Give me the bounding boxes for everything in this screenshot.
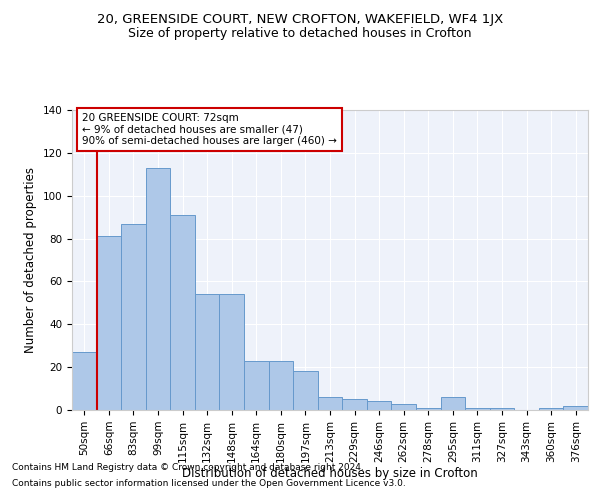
Text: Contains public sector information licensed under the Open Government Licence v3: Contains public sector information licen… <box>12 478 406 488</box>
Bar <box>195 294 220 410</box>
Bar <box>293 372 318 410</box>
Bar <box>465 408 490 410</box>
Text: Size of property relative to detached houses in Crofton: Size of property relative to detached ho… <box>128 28 472 40</box>
Bar <box>391 404 416 410</box>
Bar <box>170 215 195 410</box>
Bar <box>416 408 440 410</box>
Bar <box>440 397 465 410</box>
Bar <box>269 360 293 410</box>
Bar <box>121 224 146 410</box>
Bar <box>367 402 391 410</box>
Bar <box>220 294 244 410</box>
Bar <box>72 352 97 410</box>
Text: Contains HM Land Registry data © Crown copyright and database right 2024.: Contains HM Land Registry data © Crown c… <box>12 464 364 472</box>
Bar <box>146 168 170 410</box>
Bar <box>318 397 342 410</box>
Bar <box>97 236 121 410</box>
X-axis label: Distribution of detached houses by size in Crofton: Distribution of detached houses by size … <box>182 468 478 480</box>
Bar <box>244 360 269 410</box>
Text: 20 GREENSIDE COURT: 72sqm
← 9% of detached houses are smaller (47)
90% of semi-d: 20 GREENSIDE COURT: 72sqm ← 9% of detach… <box>82 113 337 146</box>
Bar <box>342 400 367 410</box>
Y-axis label: Number of detached properties: Number of detached properties <box>24 167 37 353</box>
Text: 20, GREENSIDE COURT, NEW CROFTON, WAKEFIELD, WF4 1JX: 20, GREENSIDE COURT, NEW CROFTON, WAKEFI… <box>97 12 503 26</box>
Bar <box>563 406 588 410</box>
Bar <box>539 408 563 410</box>
Bar <box>490 408 514 410</box>
